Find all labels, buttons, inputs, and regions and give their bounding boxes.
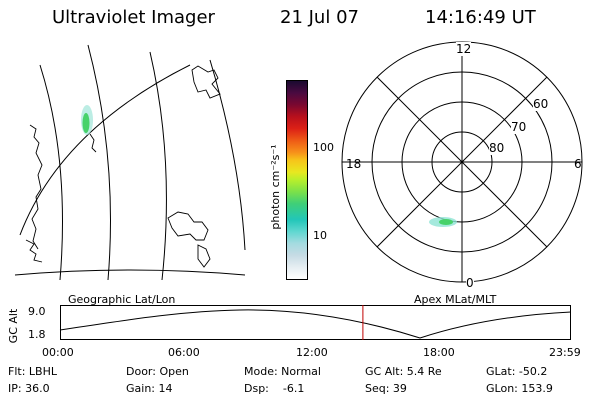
door-info: Door: Open [126,365,189,378]
apex-caption: Apex MLat/MLT [414,293,497,306]
ip-info: IP: 36.0 [8,382,50,395]
glon-info: GLon: 153.9 [486,382,553,395]
mlt-label-0: 0 [466,276,474,290]
time-tick-1800: 18:00 [423,346,455,359]
seq-info: Seq: 39 [365,382,407,395]
lat-label-70: 70 [511,120,527,134]
gain-info: Gain: 14 [126,382,173,395]
lat-label-60: 60 [533,97,549,111]
mode-info: Mode: Normal [244,365,321,378]
map-grid [14,44,246,281]
lat-label-80: 80 [489,141,505,155]
aurora-core [82,113,90,133]
glat-info: GLat: -50.2 [486,365,548,378]
geographic-caption: Geographic Lat/Lon [68,293,176,306]
mlt-label-12: 12 [456,42,472,56]
time-tick-0000: 00:00 [42,346,74,359]
date-label: 21 Jul 07 [280,7,359,28]
colorbar-tick-10: 10 [313,229,327,242]
time-label: 14:16:49 UT [425,7,536,28]
coastline [25,65,221,268]
colorbar [286,80,308,280]
time-tick-0600: 06:00 [168,346,200,359]
time-tick-2359: 23:59 [549,346,581,359]
altitude-min-label: 1.8 [28,328,46,341]
mlt-label-18: 18 [346,157,362,171]
colorbar-tick-100: 100 [313,141,334,154]
colorbar-unit-label: photon cm⁻²s⁻¹ [269,144,282,230]
gc-alt-info: GC Alt: 5.4 Re [365,365,442,378]
dsp-info: Dsp: -6.1 [244,382,305,395]
altitude-strip [59,305,572,340]
time-tick-1200: 12:00 [296,346,328,359]
mlt-label-6: 6 [574,157,582,171]
altitude-curve [59,309,572,339]
geographic-map [14,44,246,281]
altitude-max-label: 9.0 [28,305,46,318]
polar-plot [341,41,583,283]
altitude-axis-label: GC Alt [7,308,20,344]
instrument-title: Ultraviolet Imager [52,7,215,28]
filter-info: Flt: LBHL [8,365,57,378]
aurora-oval-core [439,219,453,225]
